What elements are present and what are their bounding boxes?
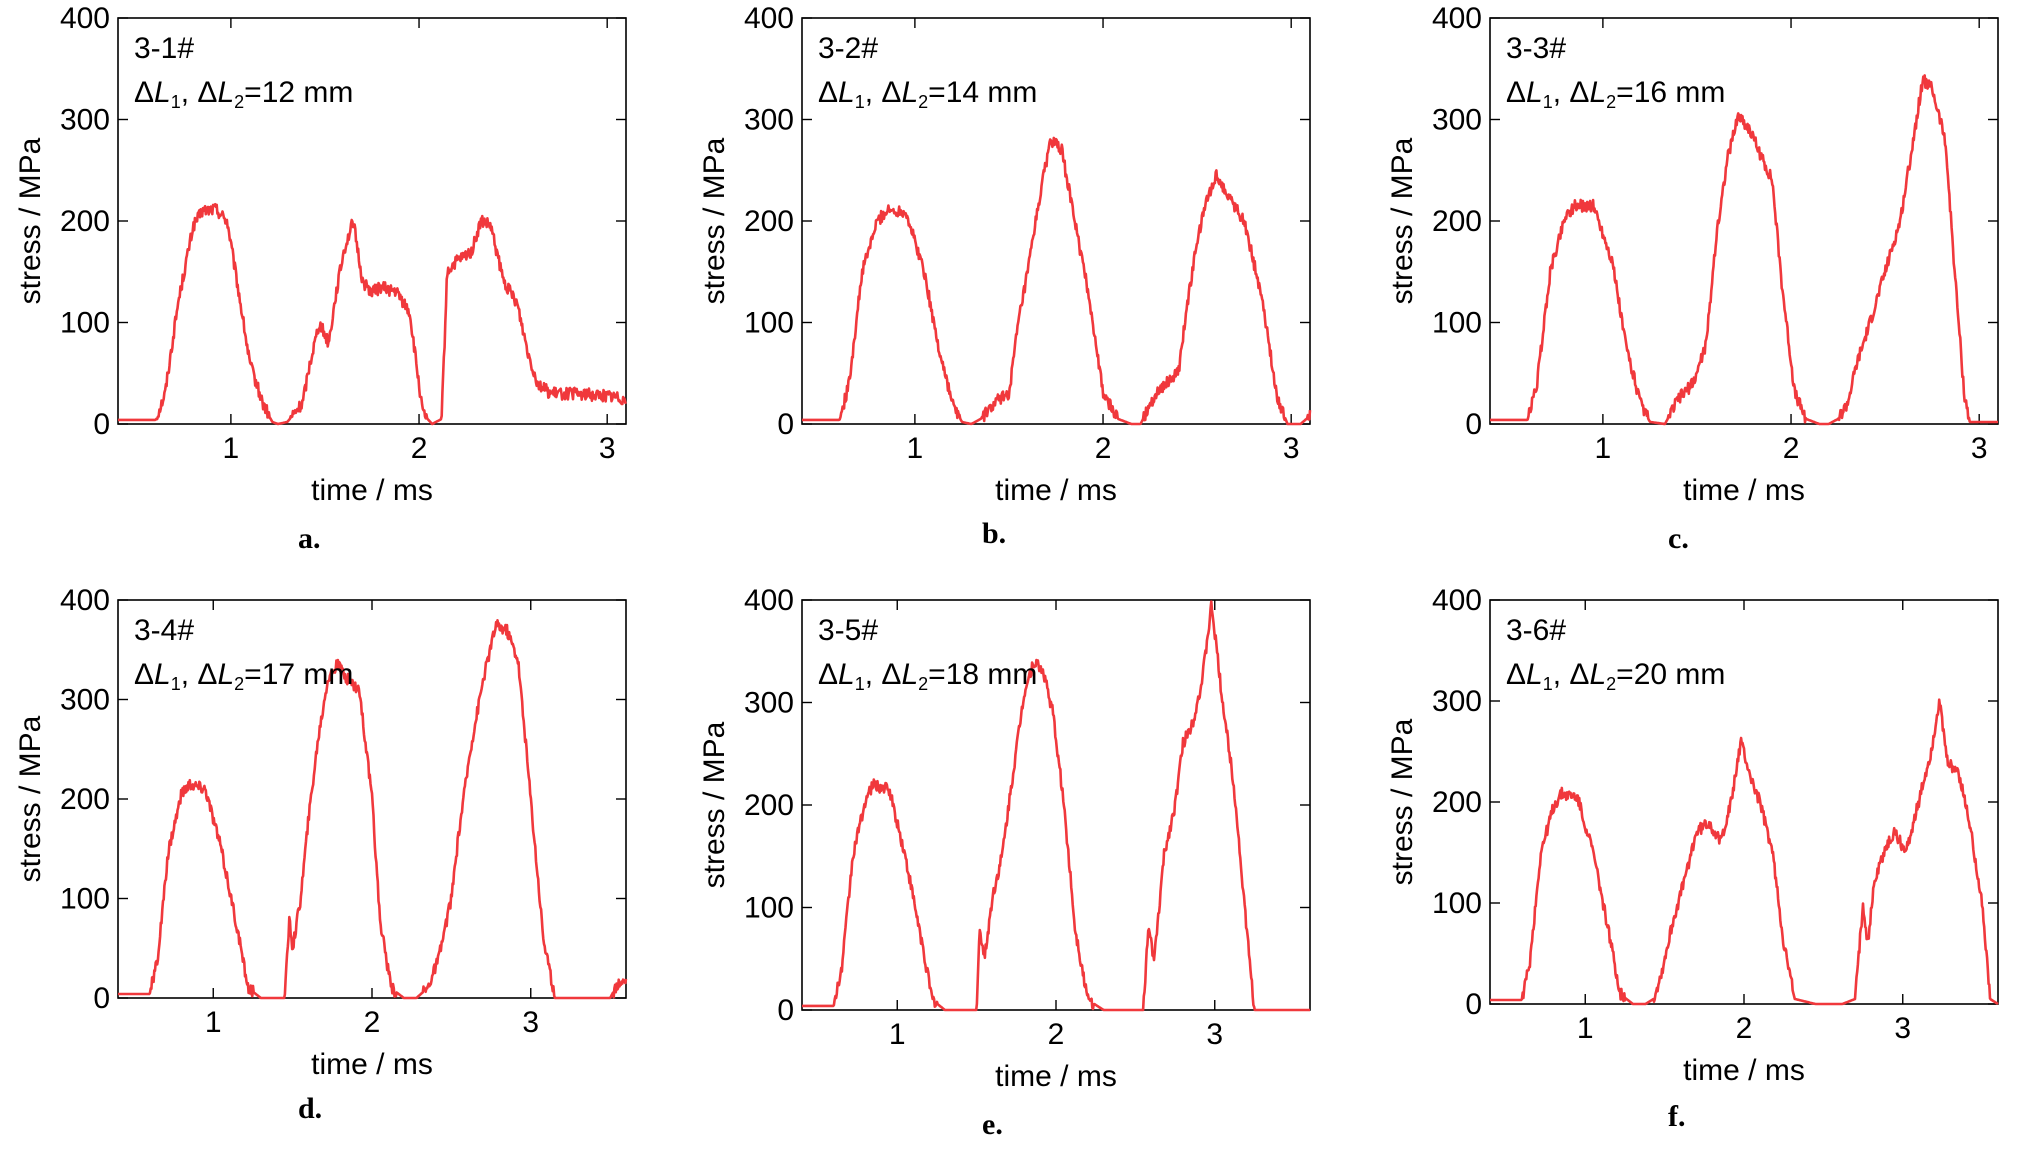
y-tick-label: 0	[93, 982, 110, 1015]
y-tick-label: 400	[60, 584, 110, 617]
y-tick-label: 100	[60, 883, 110, 916]
stress-series-line	[801, 136, 1312, 426]
chart-panel-1: 0 100 200 300 400 1 2 3 time / ms stress / MPa 3-1…	[14, 2, 628, 507]
y-axis-label: stress / MPa	[14, 715, 47, 882]
y-tick-label: 200	[60, 205, 110, 238]
x-tick-label: 2	[411, 432, 428, 465]
x-tick-label: 3	[1971, 432, 1988, 465]
y-tick-label: 100	[1432, 887, 1482, 920]
x-axis-label: time / ms	[995, 474, 1117, 507]
x-tick-label: 3	[599, 432, 616, 465]
x-tick-label: 2	[1095, 432, 1112, 465]
panel-caption: b.	[982, 517, 1007, 550]
y-tick-label: 300	[1432, 685, 1482, 718]
y-axis-label: stress / MPa	[14, 137, 47, 304]
y-tick-label: 200	[744, 205, 794, 238]
panel-caption: d.	[298, 1092, 323, 1125]
y-tick-label: 200	[1432, 205, 1482, 238]
y-tick-label: 100	[744, 307, 794, 340]
y-tick-label: 0	[777, 994, 794, 1027]
condition-label: ΔL1, ΔL2=16 mm	[1506, 76, 1725, 112]
y-tick-label: 100	[1432, 307, 1482, 340]
x-axis-label: time / ms	[311, 474, 433, 507]
x-tick-label: 3	[1283, 432, 1300, 465]
x-tick-label: 1	[907, 432, 924, 465]
y-axis-label: stress / MPa	[1386, 718, 1419, 885]
x-tick-label: 1	[889, 1018, 906, 1051]
y-tick-label: 200	[744, 789, 794, 822]
y-tick-label: 100	[60, 307, 110, 340]
y-tick-label: 200	[60, 783, 110, 816]
panel-caption: a.	[298, 522, 321, 555]
y-tick-label: 400	[60, 2, 110, 35]
y-tick-label: 400	[744, 584, 794, 617]
stress-series-line	[117, 202, 628, 426]
sample-label: 3-1#	[134, 32, 194, 65]
y-tick-label: 200	[1432, 786, 1482, 819]
chart-panel-4: 0 100 200 300 400 1 2 3 time / ms stress / MPa 3-4…	[14, 584, 628, 1081]
sample-label: 3-2#	[818, 32, 878, 65]
panel-caption: f.	[1668, 1100, 1686, 1133]
x-tick-label: 1	[205, 1006, 222, 1039]
y-tick-label: 0	[93, 408, 110, 441]
sample-label: 3-4#	[134, 614, 194, 647]
y-tick-label: 400	[744, 2, 794, 35]
chart-panel-6: 0 100 200 300 400 1 2 3 time / ms stress / MPa 3-6…	[1386, 584, 1999, 1087]
x-axis-label: time / ms	[1683, 1054, 1805, 1087]
panel-caption: e.	[982, 1108, 1003, 1141]
x-tick-label: 1	[1595, 432, 1612, 465]
chart-panel-3: 0 100 200 300 400 1 2 3 time / ms stress / MPa 3-3…	[1386, 2, 1999, 507]
chart-panel-5: 0 100 200 300 400 1 2 3 time / ms stress / MPa 3-5…	[698, 584, 1311, 1093]
condition-label: ΔL1, ΔL2=20 mm	[1506, 658, 1725, 694]
x-tick-label: 2	[1783, 432, 1800, 465]
x-tick-label: 3	[1894, 1012, 1911, 1045]
stress-series-line	[1489, 698, 1999, 1006]
sample-label: 3-5#	[818, 614, 878, 647]
y-tick-label: 300	[744, 104, 794, 137]
condition-label: ΔL1, ΔL2=12 mm	[134, 76, 353, 112]
sample-label: 3-3#	[1506, 32, 1566, 65]
x-tick-label: 2	[1736, 1012, 1753, 1045]
y-tick-label: 0	[1465, 988, 1482, 1021]
y-tick-label: 100	[744, 892, 794, 925]
y-tick-label: 0	[1465, 408, 1482, 441]
y-tick-label: 400	[1432, 2, 1482, 35]
y-tick-label: 300	[744, 687, 794, 720]
y-tick-label: 400	[1432, 584, 1482, 617]
panel-caption: c.	[1668, 522, 1689, 555]
stress-series-line	[801, 600, 1311, 1012]
sample-label: 3-6#	[1506, 614, 1566, 647]
x-tick-label: 3	[1206, 1018, 1223, 1051]
y-tick-label: 300	[60, 104, 110, 137]
y-tick-label: 0	[777, 408, 794, 441]
condition-label: ΔL1, ΔL2=14 mm	[818, 76, 1037, 112]
x-axis-label: time / ms	[1683, 474, 1805, 507]
x-tick-label: 3	[522, 1006, 539, 1039]
x-tick-label: 2	[1048, 1018, 1065, 1051]
y-axis-label: stress / MPa	[1386, 137, 1419, 304]
x-axis-label: time / ms	[995, 1060, 1117, 1093]
condition-label: ΔL1, ΔL2=18 mm	[818, 658, 1037, 694]
y-axis-label: stress / MPa	[698, 137, 731, 304]
x-tick-label: 2	[364, 1006, 381, 1039]
y-tick-label: 300	[60, 684, 110, 717]
x-tick-label: 1	[1577, 1012, 1594, 1045]
stress-series-line	[1489, 74, 1999, 426]
chart-panel-2: 0 100 200 300 400 1 2 3 time / ms stress / MPa 3-2…	[698, 2, 1312, 507]
x-axis-label: time / ms	[311, 1048, 433, 1081]
y-tick-label: 300	[1432, 104, 1482, 137]
stress-series-line	[117, 619, 628, 1000]
condition-label: ΔL1, ΔL2=17 mm	[134, 658, 353, 694]
y-axis-label: stress / MPa	[698, 721, 731, 888]
x-tick-label: 1	[223, 432, 240, 465]
